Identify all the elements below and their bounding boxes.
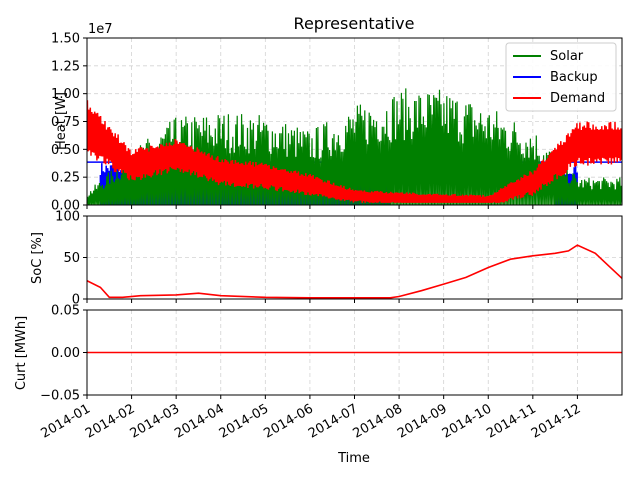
curt-panel: −0.05 0.00 0.05 bbox=[40, 304, 623, 404]
x-tick-label: 2014-06 bbox=[261, 401, 316, 441]
y-tick-label: 0.75 bbox=[51, 115, 80, 130]
y-tick-label: 1.50 bbox=[51, 32, 80, 47]
x-tick-label: 2014-08 bbox=[351, 401, 406, 441]
y-tick-label: 0.50 bbox=[51, 143, 80, 158]
time-axis: 2014-012014-022014-032014-042014-052014-… bbox=[38, 401, 583, 441]
panel-frame bbox=[86, 215, 623, 300]
heat-panel: 0.00 0.25 0.50 0.75 1.00 1.25 1.50 bbox=[51, 32, 623, 214]
y-tick-label: 0.00 bbox=[51, 346, 80, 361]
y-tick-label: −0.05 bbox=[40, 389, 80, 404]
x-tick-label: 2014-10 bbox=[440, 401, 495, 441]
legend-backup-label: Backup bbox=[550, 70, 598, 85]
y-tick-label: 1.00 bbox=[51, 87, 80, 102]
legend-demand-label: Demand bbox=[550, 91, 605, 106]
y-tick-label: 100 bbox=[55, 210, 80, 225]
legend-solar-label: Solar bbox=[550, 49, 584, 64]
x-tick-label: 2014-12 bbox=[529, 401, 584, 441]
heat-offset-label: 1e7 bbox=[88, 22, 113, 37]
x-tick-label: 2014-03 bbox=[128, 401, 183, 441]
x-tick-label: 2014-01 bbox=[38, 401, 93, 441]
x-tick-label: 2014-11 bbox=[484, 401, 539, 441]
y-tick-label: 0.00 bbox=[51, 199, 80, 214]
legend: Solar Backup Demand bbox=[505, 42, 617, 112]
x-axis-label: Time bbox=[337, 451, 370, 466]
x-tick-label: 2014-02 bbox=[83, 401, 138, 441]
soc-series bbox=[87, 244, 622, 299]
y-tick-label: 1.25 bbox=[51, 59, 80, 74]
x-tick-label: 2014-05 bbox=[217, 401, 272, 441]
plot-area bbox=[87, 244, 622, 299]
panel-frame bbox=[86, 309, 623, 396]
y-tick-label: 0 bbox=[72, 293, 80, 308]
legend-box bbox=[505, 42, 617, 112]
y-tick-label: 0.05 bbox=[51, 304, 80, 319]
soc-y-axis-label: SoC [%] bbox=[30, 232, 45, 284]
heat-y-axis-label: Heat [W] bbox=[54, 92, 69, 150]
y-tick-label: 50 bbox=[63, 251, 80, 266]
curt-y-axis-label: Curt [MWh] bbox=[14, 316, 29, 390]
chart-title: Representative bbox=[294, 14, 415, 33]
x-tick-label: 2014-04 bbox=[172, 401, 227, 441]
soc-panel: 0 50 100 bbox=[55, 210, 623, 308]
demand-series bbox=[87, 100, 622, 203]
panel-frame bbox=[86, 37, 623, 206]
x-tick-label: 2014-07 bbox=[306, 401, 361, 441]
plot-area bbox=[87, 88, 622, 205]
y-tick-label: 0.25 bbox=[51, 171, 80, 186]
x-tick-label: 2014-09 bbox=[395, 401, 450, 441]
